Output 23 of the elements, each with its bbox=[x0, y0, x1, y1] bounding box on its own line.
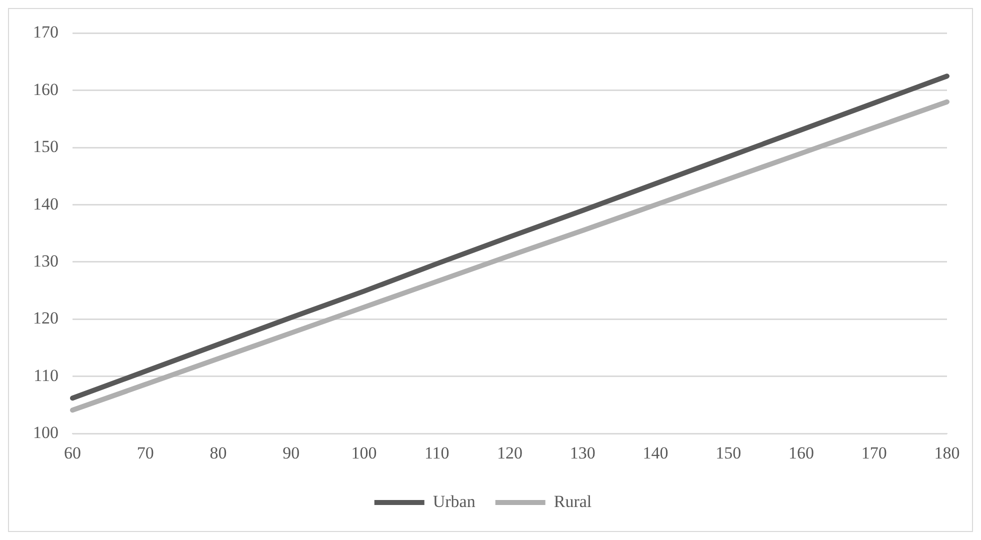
y-tick-label: 170 bbox=[33, 22, 58, 42]
x-tick-label: 130 bbox=[570, 443, 596, 462]
y-tick-label: 120 bbox=[33, 308, 58, 328]
x-tick-label: 170 bbox=[861, 443, 887, 462]
y-tick-label: 100 bbox=[33, 423, 58, 442]
y-tick-label: 110 bbox=[34, 366, 58, 385]
y-tick-label: 140 bbox=[33, 194, 58, 214]
legend-label: Urban bbox=[432, 492, 476, 511]
x-tick-label: 90 bbox=[282, 443, 300, 462]
x-tick-label: 140 bbox=[642, 443, 668, 462]
x-tick-label: 180 bbox=[934, 443, 960, 462]
x-tick-label: 120 bbox=[497, 443, 522, 462]
x-tick-label: 110 bbox=[424, 443, 450, 462]
x-tick-label: 70 bbox=[136, 443, 154, 462]
y-tick-label: 160 bbox=[33, 80, 58, 99]
x-tick-label: 80 bbox=[210, 443, 227, 462]
legend-label: Rural bbox=[554, 492, 592, 511]
x-tick-label: 100 bbox=[351, 443, 377, 462]
y-tick-label: 130 bbox=[33, 251, 58, 270]
x-tick-label: 160 bbox=[788, 443, 814, 462]
x-tick-label: 60 bbox=[64, 443, 81, 462]
x-tick-label: 150 bbox=[716, 443, 742, 462]
y-tick-label: 150 bbox=[33, 137, 58, 156]
